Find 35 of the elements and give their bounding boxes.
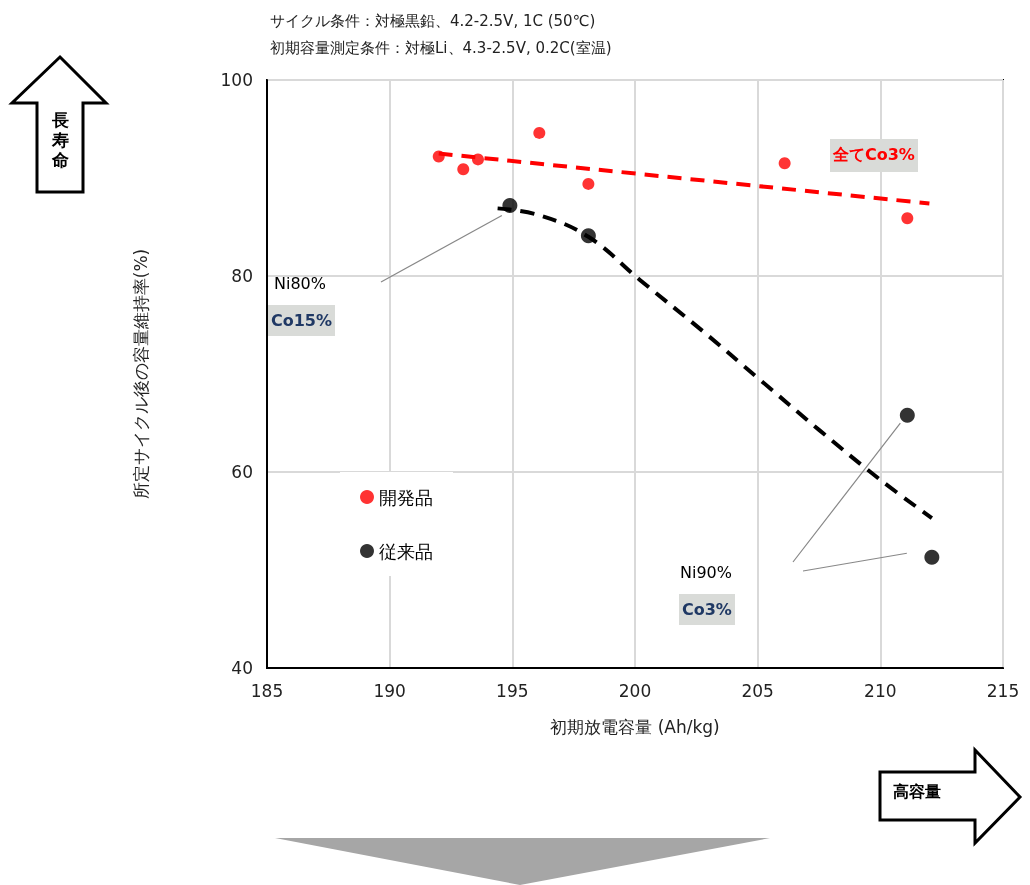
legend-label: 開発品 [379,486,433,508]
annotation: 全てCo3% [830,139,918,172]
x-tick-label: 195 [496,680,529,701]
point [899,407,915,423]
point [778,157,791,170]
point [432,150,445,163]
annotation: Ni90% [680,563,732,582]
annotation: Co15% [268,305,336,336]
y-tick-label: 80 [231,266,253,286]
x-tick-label: 205 [741,680,774,701]
point [924,549,940,565]
x-axis-title: 初期放電容量 (Ah/kg) [550,716,720,737]
point [457,163,470,176]
text: 長寿命 [52,110,69,170]
y-tick-label: 60 [231,462,253,482]
point [582,177,595,190]
point [901,212,914,225]
x-tick-label: 210 [864,680,897,701]
x-tick-label: 190 [373,680,406,701]
y-tick-label: 40 [231,658,253,678]
x-tick-label: 200 [618,680,652,701]
point [472,153,484,166]
y-tick-label: 100 [220,70,253,90]
y-axis-title: 所定サイクル後の容量維持率(%) [130,248,151,500]
annotation: Ni80% [274,274,326,293]
x-tick-label: 215 [986,680,1020,701]
x-tick-label: 185 [250,680,284,701]
text: 高容量 [893,782,941,803]
chart-subtitle: 初期容量測定条件：対極Li、4.3-2.5V, 0.2C(室温) [270,38,612,57]
point [502,197,518,213]
chart-title: サイクル条件：対極黒鉛、4.2-2.5V, 1C (50℃) [270,11,596,30]
annotation: Co3% [679,594,735,625]
legend-label: 従来品 [379,540,433,562]
point [580,228,596,244]
point [533,126,546,139]
